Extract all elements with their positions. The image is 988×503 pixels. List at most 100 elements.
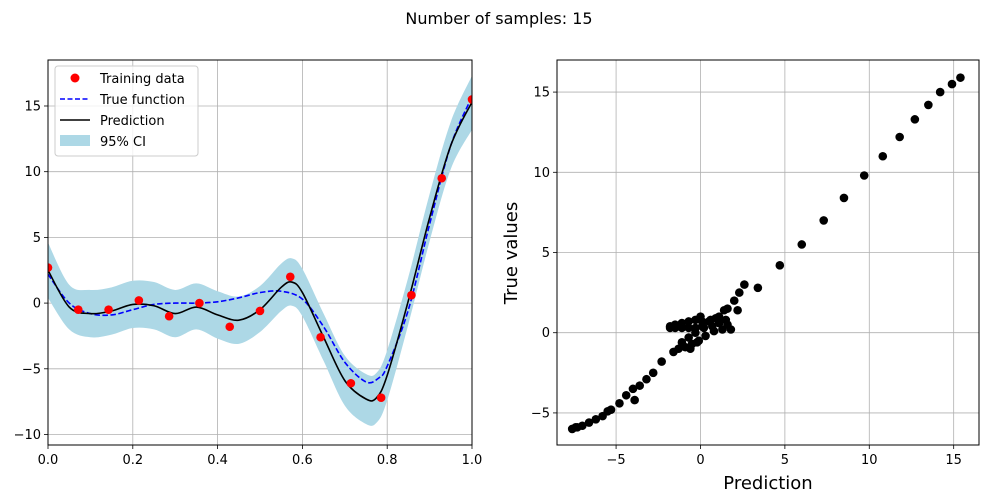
scatter-point (657, 357, 666, 366)
x-tick-label: 1.0 (462, 453, 483, 468)
scatter-point (935, 87, 945, 97)
x-tick-label: 10 (861, 453, 878, 468)
x-tick-label: 0.2 (122, 453, 143, 468)
right-ticks: −5 0 5 10 15 −5 0 5 10 15 (531, 86, 962, 468)
y-tick-label: 10 (24, 165, 41, 180)
left-axes-frame (47, 59, 473, 446)
training-point (407, 290, 416, 300)
x-tick-label: 0.0 (38, 453, 59, 468)
scatter-point (584, 418, 594, 427)
scatter-point (924, 100, 933, 110)
scatter-point (669, 347, 678, 357)
legend-ci-label: 95% CI (100, 135, 146, 150)
scatter-point (859, 171, 869, 180)
x-axis-label: Prediction (723, 473, 812, 494)
scatter-point (956, 73, 965, 82)
left-plot-area (48, 75, 472, 426)
training-point (316, 332, 325, 342)
scatter-point (735, 288, 744, 297)
scatter-point (718, 325, 727, 334)
scatter-point (692, 338, 702, 347)
scatter-point (819, 216, 829, 225)
scatter-point (910, 115, 920, 124)
training-point (104, 305, 113, 314)
training-point (285, 272, 295, 282)
scatter-point (648, 368, 658, 378)
scatter-point (709, 326, 719, 336)
scatter-point (733, 305, 742, 315)
training-point (437, 173, 447, 183)
x-tick-label: 5 (781, 453, 789, 468)
prediction-line (48, 101, 472, 402)
scatter-point (729, 296, 739, 305)
y-tick-label: 5 (542, 246, 550, 261)
scatter-point (642, 374, 651, 384)
figure-title: Number of samples: 15 (405, 9, 592, 28)
x-tick-label: 0.6 (292, 453, 313, 468)
legend-training-marker (70, 73, 80, 83)
scatter-point (704, 317, 714, 326)
left-ticks: 0.0 0.2 0.4 0.6 0.8 1.0 −10 −5 0 5 10 15 (14, 99, 483, 468)
scatter-point (677, 338, 687, 347)
legend-ci-patch (60, 135, 90, 146)
scatter-point (591, 415, 601, 424)
x-tick-label: 0.4 (207, 453, 228, 468)
scatter-point (691, 328, 700, 338)
scatter-point (621, 390, 631, 400)
legend-frame (54, 65, 199, 157)
prediction-vs-true-plot: −5 0 5 10 15 −5 0 5 10 15 Prediction True values (501, 59, 980, 494)
training-point (225, 322, 235, 332)
y-tick-label: −5 (22, 362, 41, 377)
legend-true-function-label: True function (99, 93, 185, 108)
x-tick-label: −5 (606, 453, 625, 468)
scatter-point (775, 261, 785, 270)
scatter-point (797, 240, 807, 249)
y-tick-label: 5 (33, 231, 41, 246)
scatter-point (630, 395, 639, 405)
scatter-point (740, 280, 749, 289)
scatter-point (628, 384, 638, 394)
y-tick-label: −5 (531, 406, 550, 421)
training-point (73, 305, 83, 314)
scatter-point (895, 132, 904, 142)
y-tick-label: 15 (24, 99, 41, 114)
x-tick-label: 0 (696, 453, 704, 468)
training-point (164, 311, 174, 321)
y-tick-label: −10 (14, 428, 41, 443)
training-point (467, 95, 472, 104)
y-tick-label: 15 (533, 86, 550, 101)
scatter-point (615, 398, 624, 408)
scatter-point (878, 151, 888, 161)
scatter-point (677, 323, 687, 333)
scatter-point (684, 333, 693, 342)
scatter-point (684, 323, 693, 333)
legend-training-label: Training data (99, 72, 185, 87)
right-grid (557, 60, 979, 445)
training-point (255, 306, 265, 316)
scatter-point (701, 331, 710, 341)
legend: Training data True function Prediction 9… (54, 65, 199, 157)
scatter-point (635, 381, 645, 390)
x-tick-label: 15 (945, 453, 962, 468)
training-point (48, 263, 53, 272)
scatter-point (684, 317, 693, 326)
scatter-point (603, 407, 612, 416)
training-point (134, 296, 144, 305)
y-axis-label: True values (501, 202, 522, 306)
scatter-point (696, 312, 705, 321)
training-point (376, 393, 386, 402)
training-point (346, 378, 356, 388)
gp-regression-plot: 0.0 0.2 0.4 0.6 0.8 1.0 −10 −5 0 5 10 15 Training d… (14, 59, 483, 468)
y-tick-label: 0 (542, 326, 550, 341)
scatter-point (670, 323, 680, 333)
scatter-point (711, 313, 720, 323)
scatter-point (697, 321, 707, 331)
scatter-point (726, 325, 736, 334)
scatter-point (571, 423, 580, 432)
training-point (195, 298, 204, 308)
scatter-point (719, 305, 729, 315)
x-tick-label: 0.8 (377, 453, 398, 468)
legend-prediction-label: Prediction (100, 114, 165, 129)
true-function-line (48, 96, 472, 384)
